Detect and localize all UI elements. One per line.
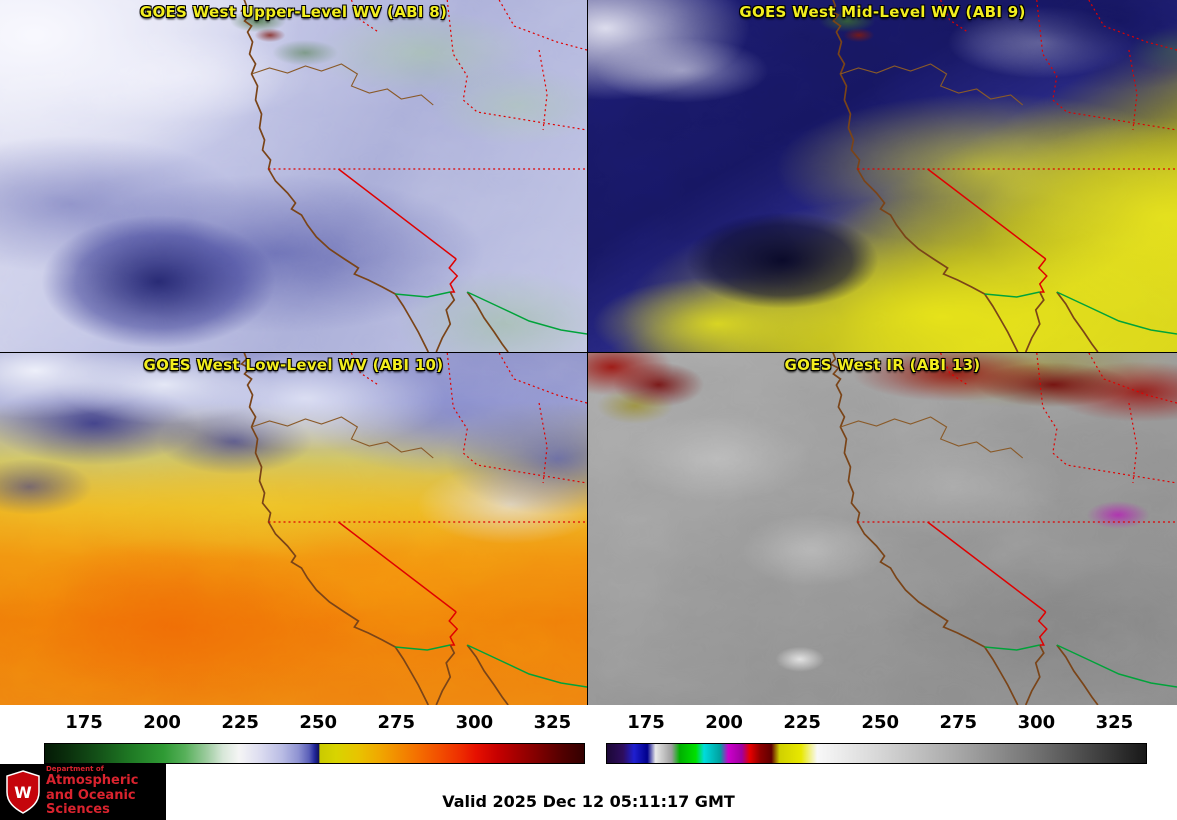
colorbar-tick-label: 325 — [533, 712, 572, 733]
colorbar-tick-label: 275 — [939, 712, 978, 733]
panel-title: GOES West Low-Level WV (ABI 10) — [143, 356, 444, 374]
cloud-texture-overlay — [588, 0, 1177, 352]
colorbar-tick-label: 250 — [861, 712, 900, 733]
logo-line-2: Atmospheric — [46, 773, 139, 789]
crest-letter: W — [14, 783, 32, 802]
cloud-texture-overlay — [0, 0, 587, 352]
panel-title: GOES West Upper-Level WV (ABI 8) — [139, 3, 448, 21]
panel-low-level-wv: GOES West Low-Level WV (ABI 10) — [0, 353, 587, 705]
colorbar-tick-label: 300 — [455, 712, 494, 733]
colorbar-gradient — [44, 743, 585, 764]
uw-aos-logo: W Department of Atmospheric and Oceanic … — [0, 764, 166, 820]
colorbar-ir: 175 200 225 250 275 300 325 — [606, 706, 1147, 766]
panel-upper-level-wv: GOES West Upper-Level WV (ABI 8) — [0, 0, 587, 352]
logo-line-1: Department of — [46, 765, 104, 774]
colorbar-labels: 175 200 225 250 275 300 325 — [44, 706, 585, 740]
colorbar-tick-label: 325 — [1095, 712, 1134, 733]
panel-title: GOES West Mid-Level WV (ABI 9) — [739, 3, 1026, 21]
colorbar-tick-label: 175 — [65, 712, 103, 733]
cloud-texture-overlay — [0, 353, 587, 705]
map-borders-overlay — [829, 353, 1177, 705]
colorbar-tick-label: 200 — [143, 712, 181, 733]
colorbar-tick-label: 175 — [627, 712, 665, 733]
uw-crest-icon: W — [6, 770, 40, 814]
panel-mid-level-wv: GOES West Mid-Level WV (ABI 9) — [588, 0, 1177, 352]
cloud-texture-overlay — [588, 353, 1177, 705]
quadrant-grid: GOES West Upper-Level WV (ABI 8) GOES We… — [0, 0, 1177, 705]
colorbar-labels: 175 200 225 250 275 300 325 — [606, 706, 1147, 740]
colorbar-tick-label: 200 — [705, 712, 743, 733]
colorbar-tick-label: 250 — [299, 712, 338, 733]
colorbar-tick-label: 225 — [221, 712, 259, 733]
colorbar-tick-label: 225 — [783, 712, 821, 733]
panel-ir: GOES West IR (ABI 13) — [588, 353, 1177, 705]
map-borders-overlay — [240, 0, 587, 352]
panel-title: GOES West IR (ABI 13) — [784, 356, 981, 374]
colorbar-wv: 175 200 225 250 275 300 325 — [44, 706, 585, 766]
map-borders-overlay — [240, 353, 587, 705]
logo-text: Department of Atmospheric and Oceanic Sc… — [46, 765, 160, 818]
colorbar-gradient — [606, 743, 1147, 764]
logo-line-3: and Oceanic Sciences — [46, 787, 136, 818]
colorbar-tick-label: 300 — [1017, 712, 1056, 733]
caption-valid-time: Valid 2025 Dec 12 05:11:17 GMT — [442, 792, 735, 811]
colorbar-tick-label: 275 — [377, 712, 416, 733]
map-borders-overlay — [829, 0, 1177, 352]
